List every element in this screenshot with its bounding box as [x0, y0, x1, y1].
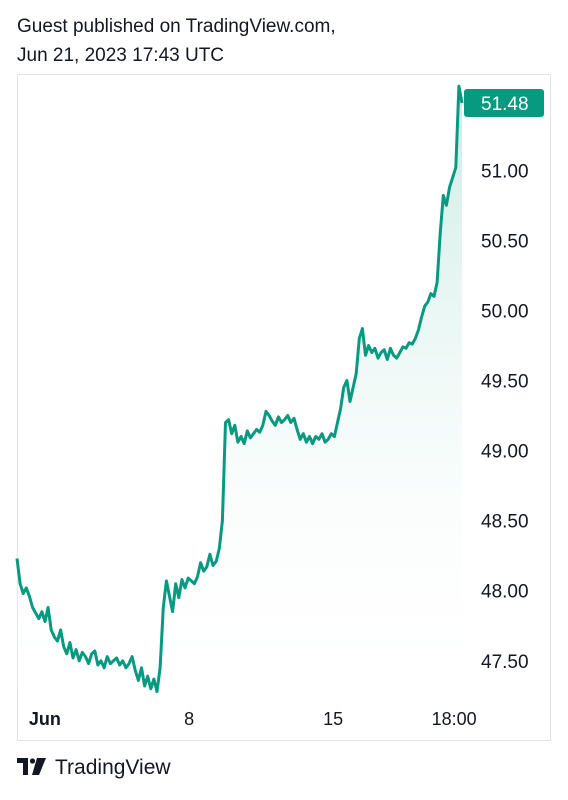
- price-line: [15, 84, 464, 694]
- y-tick-label: 50.50: [481, 231, 529, 252]
- y-axis: 51.00 50.50 50.00 49.50 49.00 48.50 48.00 47.50: [481, 161, 529, 672]
- x-tick-label: Jun: [29, 709, 61, 729]
- last-price-badge-bg: [464, 89, 544, 118]
- x-tick-label: 8: [184, 709, 194, 729]
- y-tick-label: 48.50: [481, 512, 529, 533]
- publish-header: Guest published on TradingView.com, Jun …: [17, 12, 336, 70]
- y-tick-label: 51.00: [481, 161, 529, 182]
- chart-frame: [17, 74, 551, 741]
- last-price-badge: 51.48: [464, 89, 544, 118]
- tradingview-brand-name: TradingView: [55, 756, 171, 779]
- y-tick-label: 49.00: [481, 442, 529, 463]
- y-tick-label: 48.00: [481, 582, 529, 603]
- last-price-label: 51.48: [481, 94, 529, 115]
- publish-info-line: Guest published on TradingView.com,: [17, 16, 336, 37]
- x-tick-label: 18:00: [432, 709, 477, 729]
- tradingview-brand[interactable]: TradingView: [17, 756, 171, 780]
- x-axis: Jun 8 15 18:00: [29, 709, 477, 729]
- y-tick-label: 49.50: [481, 371, 529, 392]
- tradingview-logo-icon: [17, 758, 46, 775]
- y-tick-label: 50.00: [481, 301, 529, 322]
- y-tick-label: 47.50: [481, 652, 529, 673]
- price-area-fill: [17, 86, 462, 700]
- price-chart[interactable]: 51.00 50.50 50.00 49.50 49.00 48.50 48.00 47.50…: [0, 0, 568, 745]
- x-tick-label: 15: [323, 709, 343, 729]
- publish-date-line: Jun 21, 2023 17:43 UTC: [17, 45, 225, 66]
